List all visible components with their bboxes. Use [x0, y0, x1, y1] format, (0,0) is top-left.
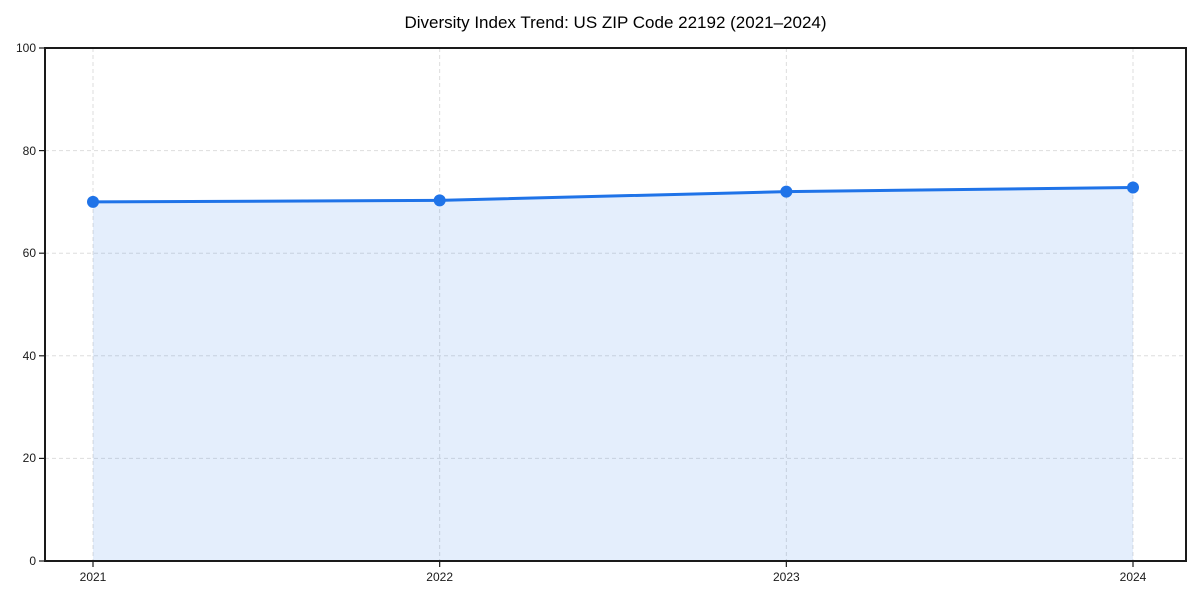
plot-area: 0 20 40 60 80 100 2021 2022 2023 2024 — [16, 41, 1187, 584]
trend-line — [91, 186, 1135, 204]
x-tick-label: 2024 — [1119, 570, 1147, 584]
y-axis-tick-labels: 0 20 40 60 80 100 — [0, 41, 36, 568]
data-point — [780, 185, 793, 198]
x-tick-label: 2023 — [772, 570, 800, 584]
data-point — [1127, 181, 1139, 194]
y-tick-label: 100 — [15, 41, 36, 55]
x-axis-tick-labels: 2021 2022 2023 2024 — [45, 561, 1186, 591]
plot-frame — [44, 47, 1187, 562]
y-tick-label: 40 — [22, 348, 36, 363]
data-point — [433, 194, 446, 207]
chart-title: Diversity Index Trend: US ZIP Code 22192… — [404, 13, 827, 32]
x-tick-label: 2022 — [426, 570, 454, 584]
y-tick-label: 20 — [22, 451, 36, 466]
plot-svg — [39, 47, 1187, 567]
x-tick-label: 2021 — [79, 570, 107, 584]
y-tick-label: 0 — [29, 554, 36, 568]
data-point — [87, 195, 99, 208]
y-tick-label: 60 — [22, 246, 36, 261]
area-fill — [93, 187, 1133, 561]
y-tick-label: 80 — [22, 143, 36, 158]
